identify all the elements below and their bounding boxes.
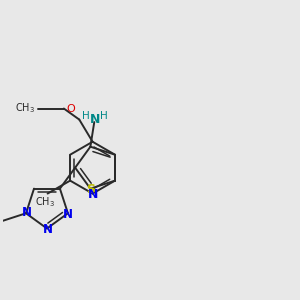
- Text: O: O: [66, 103, 75, 113]
- Text: N: N: [63, 208, 73, 221]
- Text: CH$_3$: CH$_3$: [15, 102, 35, 116]
- Text: CH$_3$: CH$_3$: [35, 195, 55, 209]
- Text: N: N: [43, 223, 53, 236]
- Text: H: H: [100, 111, 108, 121]
- Text: N: N: [87, 188, 98, 201]
- Text: S: S: [86, 183, 95, 196]
- Text: N: N: [22, 206, 32, 219]
- Text: H: H: [82, 111, 89, 121]
- Text: N: N: [90, 113, 100, 126]
